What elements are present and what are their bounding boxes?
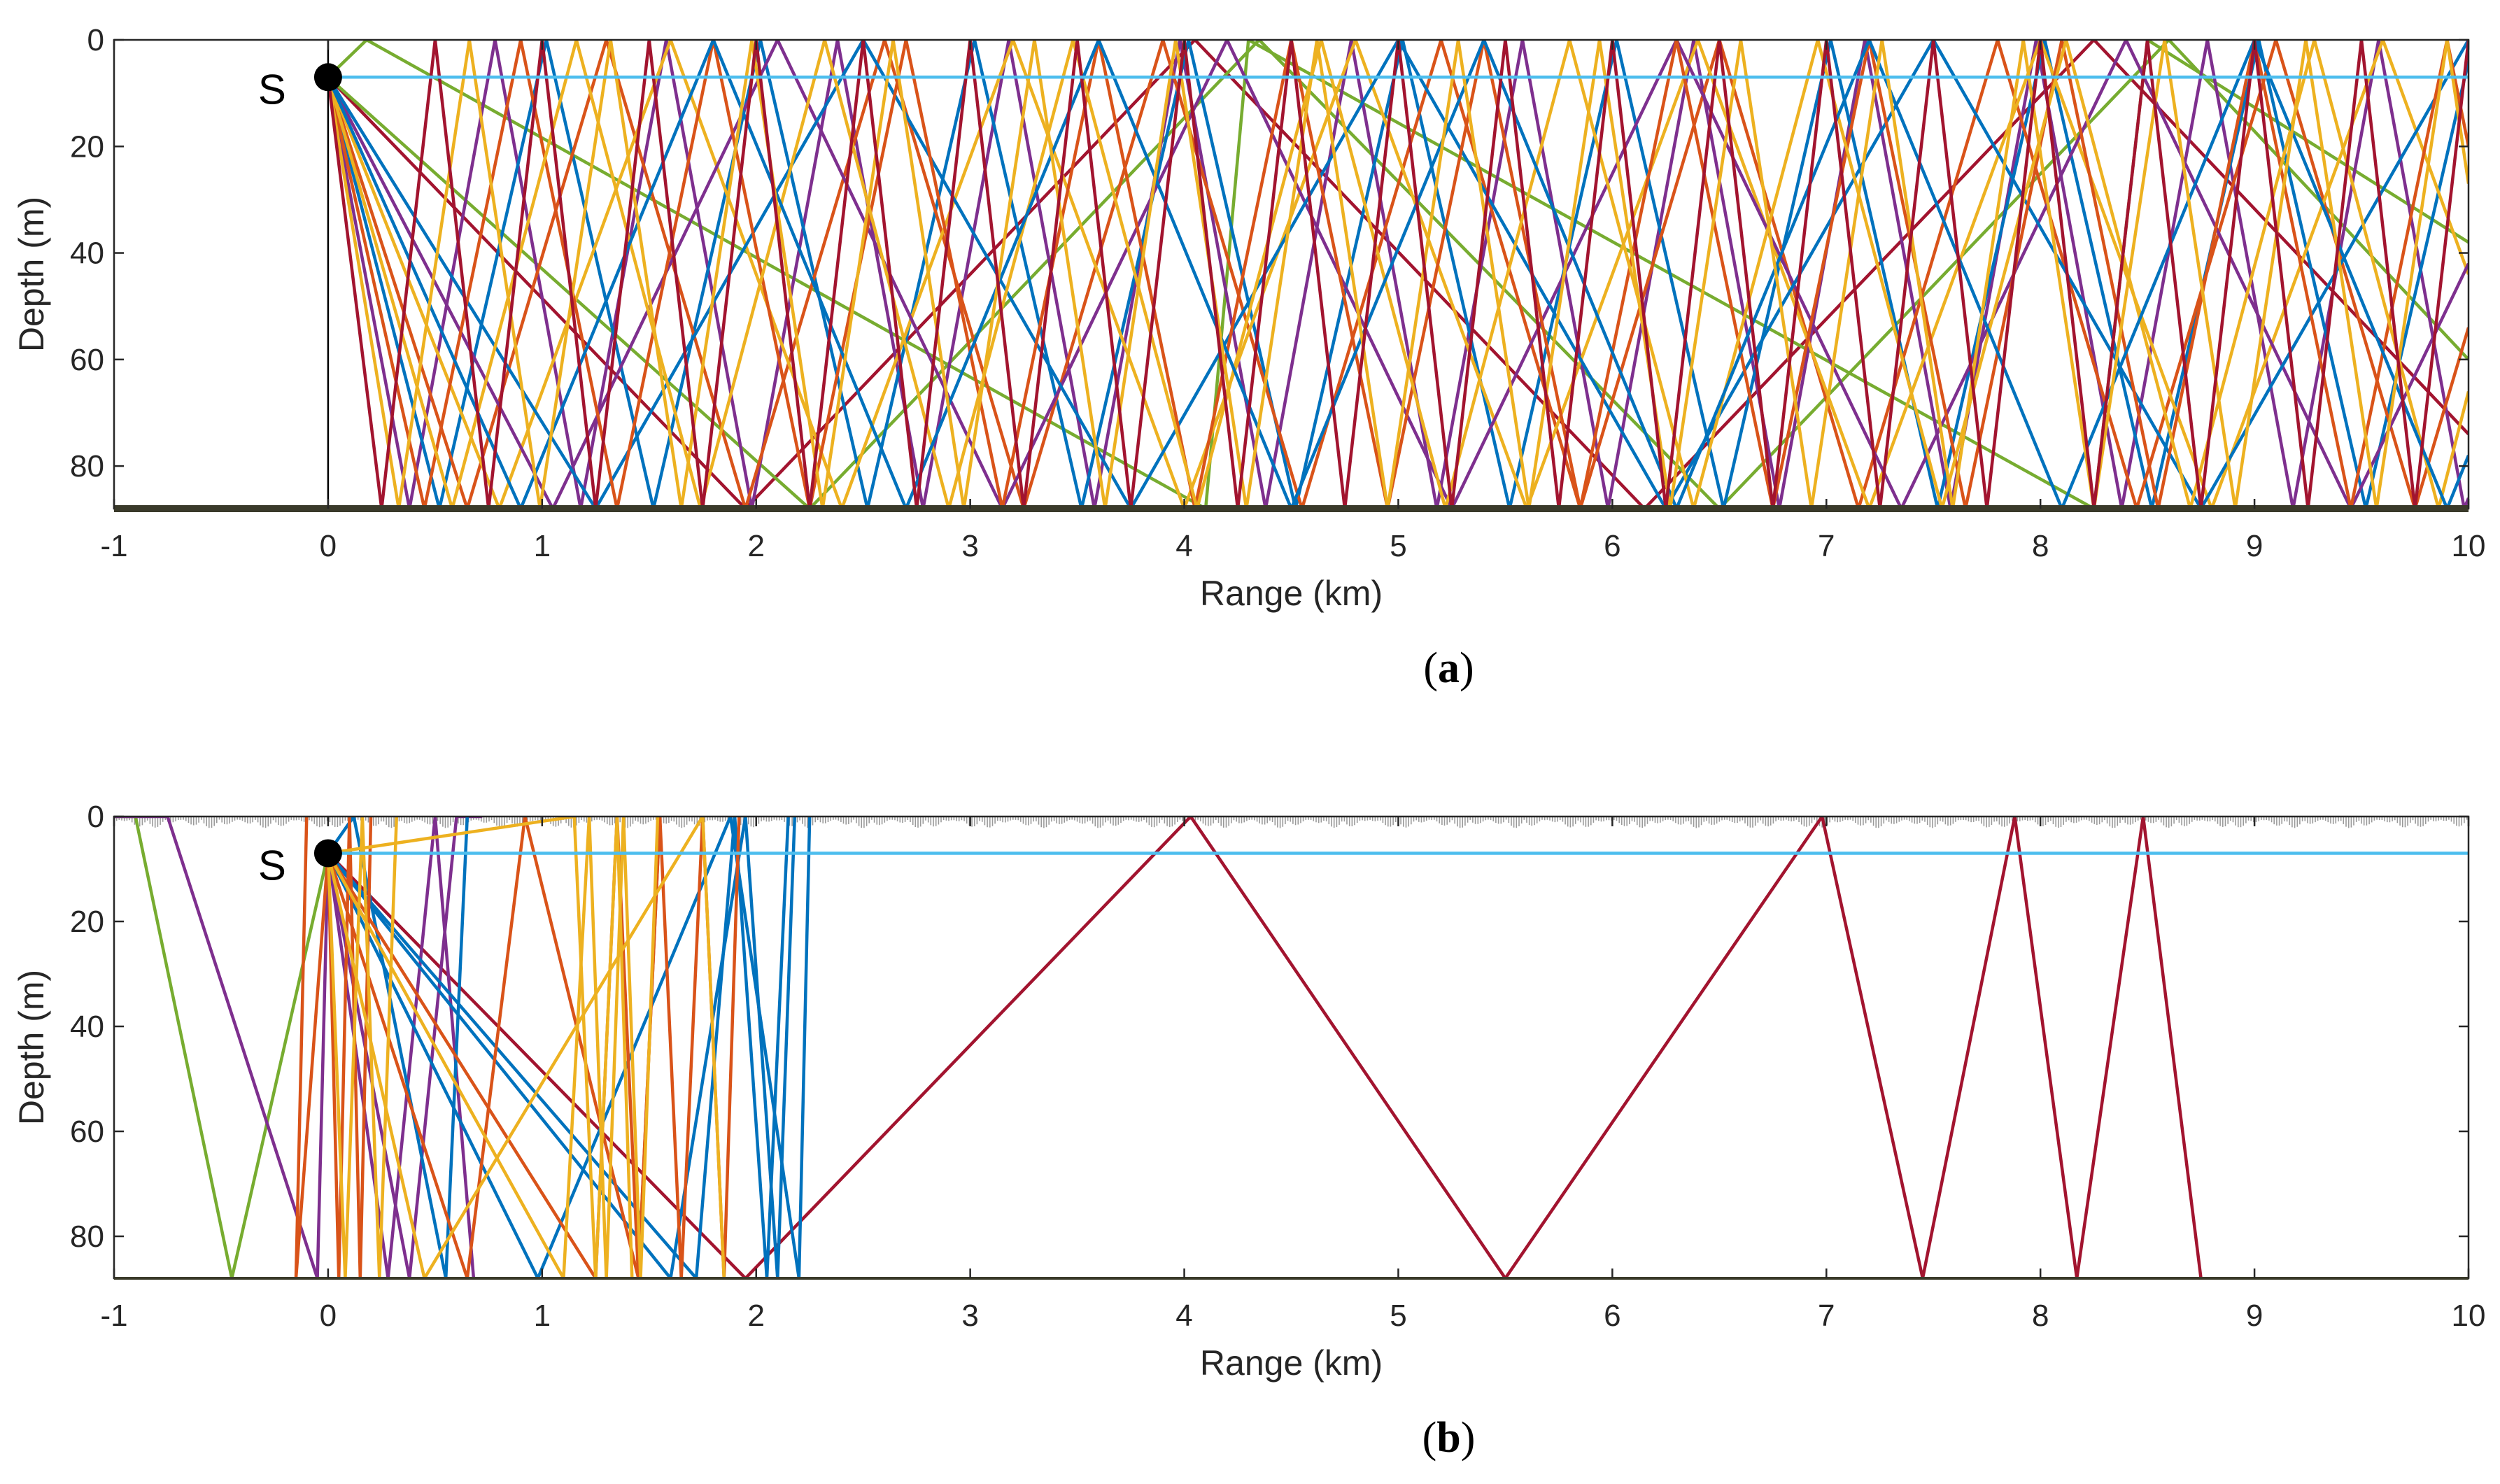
panel-b-caption: (b) xyxy=(1422,1414,1476,1462)
panel-a-xtick-label-11: 10 xyxy=(2452,529,2486,563)
panel-b-xtick-label-8: 7 xyxy=(1818,1299,1835,1333)
panel-a-xtick-label-3: 2 xyxy=(747,529,764,563)
panel-b-xtick-label-5: 4 xyxy=(1175,1299,1192,1333)
panel-a-ray-6 xyxy=(326,40,2469,509)
panel-a-xtick-label-8: 7 xyxy=(1818,529,1835,563)
panel-a-xtick-label-4: 3 xyxy=(961,529,978,563)
panel-b-rays xyxy=(114,817,2469,1278)
panel-b-xlabel: Range (km) xyxy=(1200,1343,1383,1383)
panel-b-ray-2 xyxy=(114,817,330,1278)
panel-b-source-dot xyxy=(313,839,342,868)
panel-a-ytick-label-0: 0 xyxy=(87,23,104,57)
panel-a-xtick-label-6: 5 xyxy=(1390,529,1406,563)
panel-b-xtick-label-6: 5 xyxy=(1390,1299,1406,1333)
panel-a-rays xyxy=(326,40,2469,509)
panel-b-ray-8 xyxy=(327,817,790,1278)
panel-b-caption-letter: b xyxy=(1436,1414,1460,1462)
panel-b-ylabel: Depth (m) xyxy=(12,970,51,1125)
panel-b-xtick-label-1: 0 xyxy=(320,1299,337,1333)
panel-a-xtick-label-0: -1 xyxy=(100,529,127,563)
panel-b: -1 0 1 2 3 4 5 6 7 8 9 10 0 20 40 60 80 Range (km) Depth (… xyxy=(12,800,2485,1462)
panel-b-xtick-label-10: 9 xyxy=(2246,1299,2263,1333)
panel-b-source-label: S xyxy=(258,842,286,889)
panel-b-ray-0 xyxy=(327,817,2203,1278)
panel-a-xtick-label-2: 1 xyxy=(534,529,551,563)
panel-b-ray-6 xyxy=(327,817,469,1278)
panel-b-rough-surface xyxy=(114,817,2468,828)
panel-a-ray-13 xyxy=(326,40,2469,509)
panel-b-xtick-label-7: 6 xyxy=(1604,1299,1620,1333)
panel-a-ray-7 xyxy=(326,40,2469,509)
panel-b-caption-open: ( xyxy=(1422,1414,1437,1462)
panel-b-caption-close: ) xyxy=(1461,1414,1476,1462)
panel-b-ytick-label-2: 40 xyxy=(70,1010,104,1044)
panel-b-ray-4 xyxy=(326,817,476,1278)
panel-a-xlabel: Range (km) xyxy=(1200,574,1383,613)
panel-b-ytick-label-0: 0 xyxy=(87,800,104,834)
panel-b-xtick-label-4: 3 xyxy=(961,1299,978,1333)
panel-a-caption: (a) xyxy=(1423,644,1474,692)
panel-a-ray-1 xyxy=(327,40,2469,509)
panel-b-ray-1 xyxy=(114,817,330,1278)
panel-a-ray-3 xyxy=(326,40,2469,509)
panel-a-xtick-label-10: 9 xyxy=(2246,529,2263,563)
panel-a-ytick-label-2: 40 xyxy=(70,236,104,271)
panel-a-caption-close: ) xyxy=(1460,644,1474,692)
panel-b-ray-16 xyxy=(327,817,634,1278)
panel-b-ray-7 xyxy=(327,817,797,1278)
panel-a-source-label: S xyxy=(258,66,286,113)
panel-a-source-dot xyxy=(313,63,342,92)
panel-b-xtick-label-9: 8 xyxy=(2032,1299,2049,1333)
panel-a-ylabel: Depth (m) xyxy=(12,197,51,352)
panel-b-ray-12 xyxy=(294,817,330,1278)
panel-b-xtick-label-3: 2 xyxy=(747,1299,764,1333)
panel-a-ray-9 xyxy=(326,40,2469,509)
panel-a-xtick-label-7: 6 xyxy=(1604,529,1620,563)
panel-b-xtick-label-2: 1 xyxy=(534,1299,551,1333)
panel-b-ray-5 xyxy=(326,817,812,1278)
panel-a-caption-letter: a xyxy=(1438,644,1460,692)
panel-b-ytick-label-3: 60 xyxy=(70,1115,104,1149)
panel-a: -1 0 1 2 3 4 5 6 7 8 9 10 0 20 40 60 80 Range (km) Depth (… xyxy=(12,23,2485,692)
panel-a-xtick-label-5: 4 xyxy=(1175,529,1192,563)
panel-a-ytick-label-3: 60 xyxy=(70,343,104,377)
panel-b-ray-13 xyxy=(326,817,399,1278)
panel-b-plot-area xyxy=(114,817,2469,1278)
panel-b-ray-9 xyxy=(326,817,373,1278)
panel-b-ray-15 xyxy=(326,817,726,1278)
panel-b-ytick-label-1: 20 xyxy=(70,905,104,939)
panel-a-caption-open: ( xyxy=(1423,644,1438,692)
panel-b-xtick-label-11: 10 xyxy=(2452,1299,2486,1333)
panel-b-ray-3 xyxy=(326,817,483,1278)
panel-a-xtick-label-9: 8 xyxy=(2032,529,2049,563)
panel-b-xtick-label-0: -1 xyxy=(100,1299,127,1333)
panel-a-ytick-label-4: 80 xyxy=(70,449,104,483)
panel-a-xtick-label-1: 0 xyxy=(320,529,337,563)
panel-b-ytick-label-4: 80 xyxy=(70,1220,104,1254)
panel-a-ytick-label-1: 20 xyxy=(70,129,104,164)
